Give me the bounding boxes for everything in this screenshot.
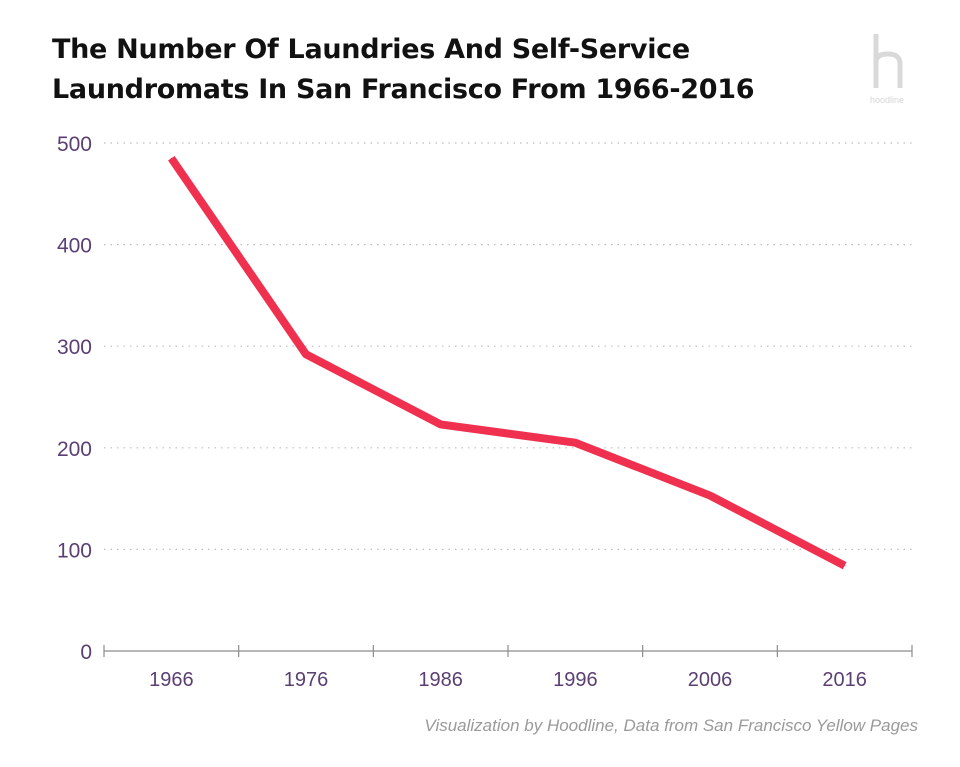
- x-tick-label-2006: 2006: [688, 669, 733, 691]
- x-tick-label-2016: 2016: [822, 669, 867, 691]
- source-credit: Visualization by Hoodline, Data from San…: [424, 716, 918, 735]
- y-tick-label-500: 500: [57, 133, 92, 156]
- x-tick-label-1996: 1996: [553, 669, 598, 691]
- y-tick-label-400: 400: [57, 235, 92, 258]
- data-point-1966: [170, 157, 172, 159]
- y-tick-label-200: 200: [57, 438, 92, 461]
- hoodline-logo-mark: [873, 34, 903, 88]
- series-layer: [168, 155, 847, 570]
- data-point-2006: [709, 495, 711, 497]
- series-line-0: [168, 155, 847, 570]
- data-point-2016: [844, 565, 846, 567]
- y-axis-ticks: 0 100 200 300 400 500: [57, 133, 92, 664]
- y-tick-label-300: 300: [57, 336, 92, 359]
- x-axis-ticks: 1966 1976 1986 1996 2006 2016: [149, 669, 867, 691]
- data-point-1996: [574, 442, 576, 444]
- x-axis: [103, 645, 913, 657]
- grid-lines: [104, 142, 912, 551]
- hoodline-logo: hoodline: [870, 34, 904, 105]
- x-tick-label-1986: 1986: [418, 669, 463, 691]
- chart-title: The Number Of Laundries And Self-Service…: [52, 30, 812, 110]
- y-tick-label-100: 100: [57, 539, 92, 562]
- x-tick-label-1976: 1976: [284, 669, 329, 691]
- hoodline-logo-text: hoodline: [870, 95, 904, 105]
- data-point-1986: [440, 423, 442, 425]
- chart-title-line-2: Laundromats In San Francisco From 1966-2…: [52, 74, 755, 105]
- x-tick-label-1966: 1966: [149, 669, 194, 691]
- y-tick-label-0: 0: [80, 641, 92, 664]
- data-point-1976: [305, 353, 307, 355]
- chart-title-line-1: The Number Of Laundries And Self-Service: [52, 34, 690, 65]
